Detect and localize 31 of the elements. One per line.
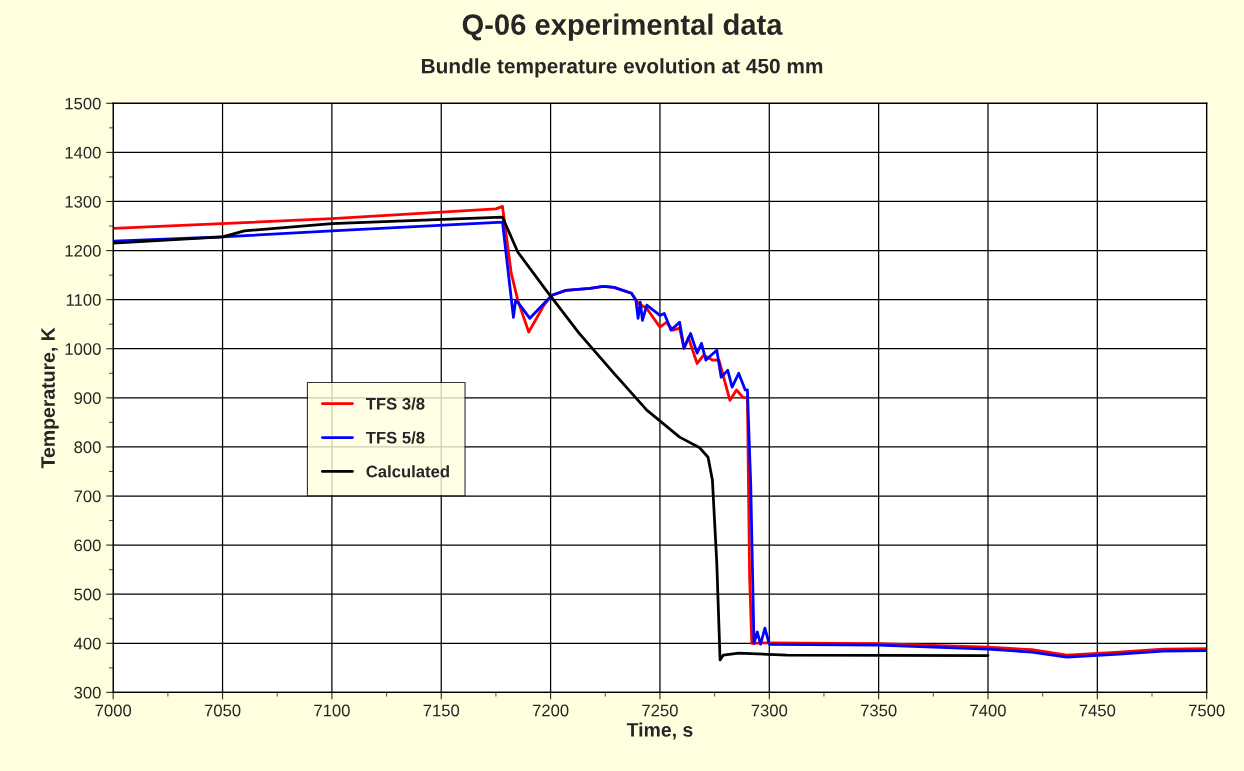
y-tick-label: 1200 [65,244,101,257]
x-tick-label: 7100 [314,704,350,717]
y-tick-label: 1100 [66,294,101,306]
y-tick-label: 400 [73,637,101,650]
x-tick-label: 7500 [1189,704,1225,717]
y-tick-label: 1000 [65,343,101,355]
x-tick-label: 7250 [642,704,678,717]
x-tick-label: 7200 [532,704,569,717]
chart-title: Q-06 experimental data [462,13,783,41]
x-tick-label: 7150 [423,704,460,717]
y-tick-label: 1400 [65,146,101,159]
y-axis-title: Temperature, K [41,327,59,469]
x-tick-label: 7450 [1079,704,1116,717]
legend-label: Calculated [366,465,449,478]
y-tick-label: 600 [74,539,101,552]
chart-subtitle: Bundle temperature evolution at 450 mm [421,58,823,78]
y-tick-label: 900 [74,392,101,405]
legend-label: TFS 3/8 [365,397,425,410]
x-tick-label: 7300 [751,704,788,717]
legend-label: TFS 5/8 [365,431,425,444]
y-tick-label: 1500 [65,97,101,110]
y-tick-label: 800 [74,441,101,454]
y-tick-label: 500 [74,588,101,601]
x-axis-title: Time, s [626,722,693,740]
y-tick-label: 1300 [65,195,101,208]
x-tick-label: 7350 [860,704,897,717]
y-tick-label: 300 [74,686,101,699]
x-tick-label: 7050 [204,704,241,717]
x-tick-label: 7000 [95,704,132,717]
x-tick-label: 7400 [970,704,1006,717]
y-tick-label: 700 [74,490,101,503]
